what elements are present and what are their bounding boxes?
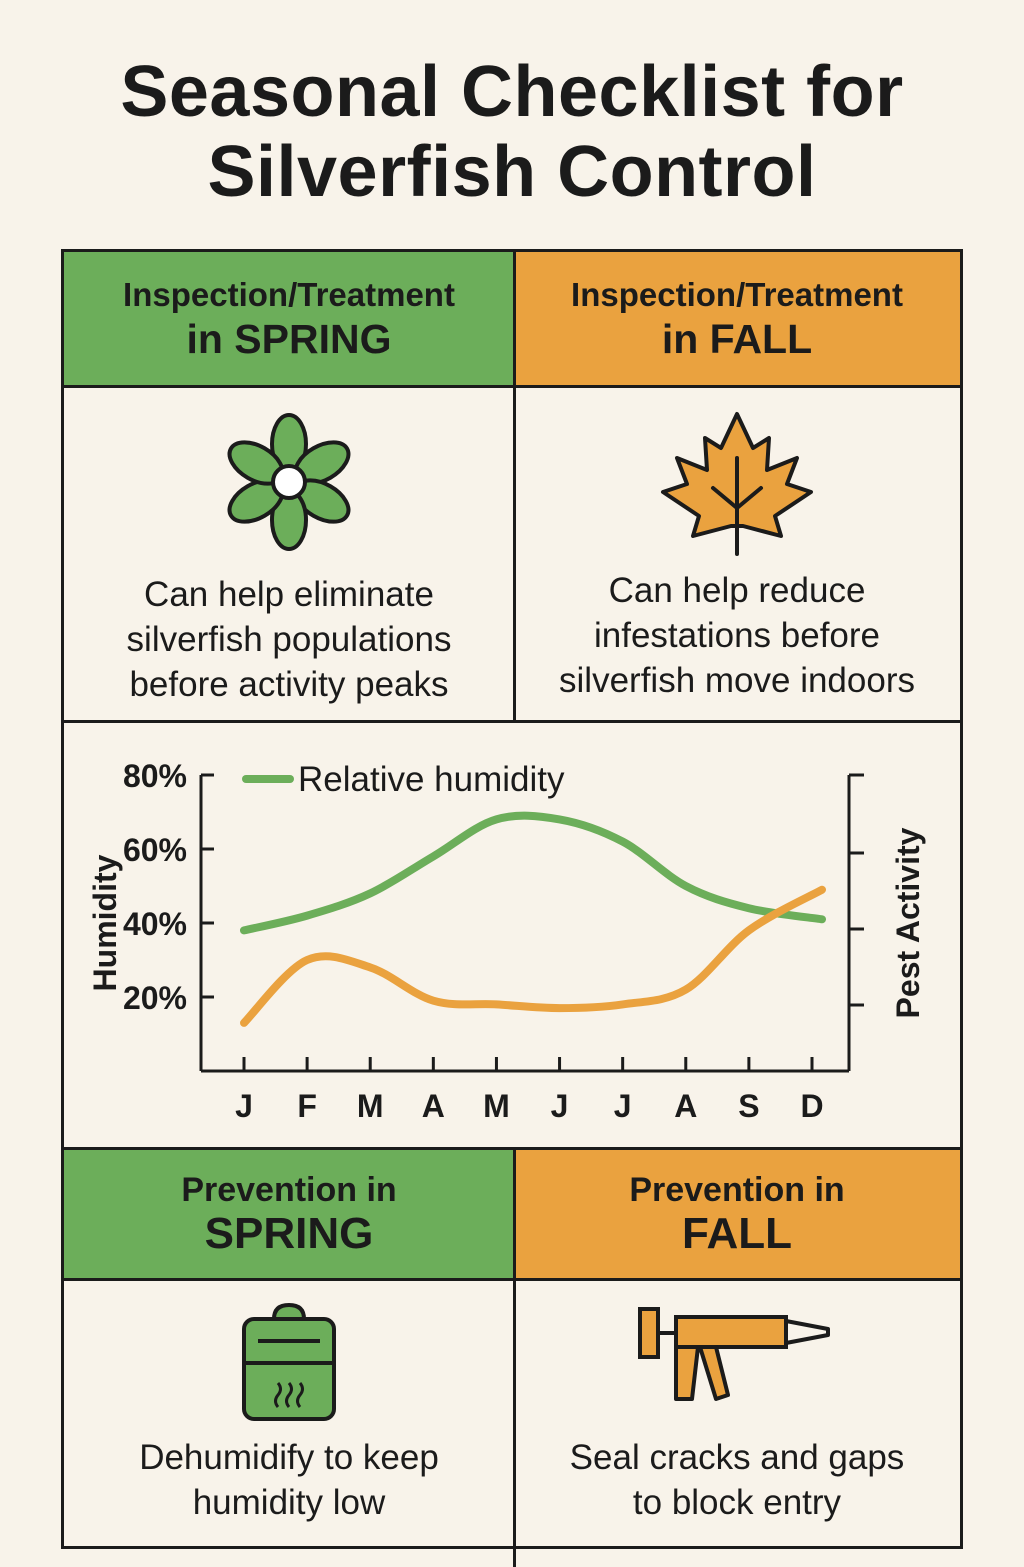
chart-panel: 80% 60% 40% 20% J F M A M J J A S D Relative humidity… — [64, 723, 960, 1147]
x-tick-label: M — [483, 1088, 510, 1124]
inspection-fall-header: Inspection/Treatment in FALL — [514, 252, 960, 385]
y-tick-label: 80% — [123, 758, 187, 794]
inspection-spring-body: Can help eliminate silverfish population… — [64, 388, 514, 720]
prevention-spring-line1: Prevention in — [181, 1171, 397, 1209]
inspection-fall-line1: Inspection/Treatment — [571, 275, 903, 313]
series-line-pest-activity — [240, 885, 826, 1027]
inspection-fall-line2: in FALL — [661, 315, 813, 362]
humidity-activity-chart: 80% 60% 40% 20% J F M A M J J A S D Relative humidity… — [87, 758, 926, 1124]
inspection-spring-line1: Inspection/Treatment — [123, 275, 455, 313]
x-tick-label: F — [297, 1088, 317, 1124]
inspection-spring-header: Inspection/Treatment in SPRING — [64, 252, 514, 385]
caulk-gun-icon — [638, 1307, 830, 1401]
prevention-spring-header: Prevention in SPRING — [64, 1150, 514, 1278]
divider — [513, 252, 516, 720]
inspection-spring-line2: in SPRING — [186, 315, 392, 362]
x-tick-label: J — [235, 1088, 253, 1124]
y-tick-label: 20% — [123, 980, 187, 1016]
y-tick-label: 60% — [123, 832, 187, 868]
prevention-spring-body: Dehumidify to keep humidity low — [64, 1281, 514, 1561]
y-axis-label-right: Pest Activity — [890, 827, 926, 1018]
inspection-fall-body: Can help reduce infestations before silv… — [514, 388, 960, 720]
prevention-fall-line1: Prevention in — [629, 1171, 845, 1209]
prevention-spring-description: Dehumidify to keep humidity low — [139, 1438, 439, 1522]
flower-icon — [227, 413, 351, 551]
checklist-grid: Inspection/Treatment in SPRING Inspectio… — [61, 249, 963, 1567]
title-line-2: Silverfish Control — [207, 132, 817, 212]
divider — [513, 1147, 516, 1567]
title-line-1: Seasonal Checklist for — [120, 52, 904, 132]
divider — [64, 1278, 960, 1281]
divider — [64, 1147, 960, 1150]
x-tick-label: M — [357, 1088, 384, 1124]
inspection-spring-description: Can help eliminate silverfish population… — [126, 575, 452, 704]
prevention-fall-description: Seal cracks and gaps to block entry — [569, 1438, 905, 1522]
legend-label: Relative humidity — [298, 760, 565, 799]
x-tick-label: S — [738, 1088, 759, 1124]
maple-leaf-icon — [661, 412, 813, 556]
prevention-fall-body: Seal cracks and gaps to block entry — [514, 1281, 960, 1561]
divider — [64, 385, 960, 388]
y-axis-label-left: Humidity — [87, 854, 123, 991]
x-tick-label: J — [551, 1088, 569, 1124]
x-tick-label: A — [422, 1088, 445, 1124]
dehumidifier-icon — [242, 1302, 336, 1421]
inspection-fall-description: Can help reduce infestations before silv… — [559, 571, 915, 700]
series-line-relative-humidity — [240, 811, 826, 935]
prevention-spring-line2: SPRING — [204, 1209, 374, 1258]
prevention-fall-line2: FALL — [682, 1209, 792, 1258]
x-tick-label: J — [614, 1088, 632, 1124]
page-title: Seasonal Checklist for Silverfish Contro… — [0, 52, 1024, 212]
prevention-fall-header: Prevention in FALL — [514, 1150, 960, 1278]
x-tick-label: D — [800, 1088, 823, 1124]
y-tick-label: 40% — [123, 906, 187, 942]
divider — [64, 720, 960, 723]
x-tick-label: A — [674, 1088, 697, 1124]
